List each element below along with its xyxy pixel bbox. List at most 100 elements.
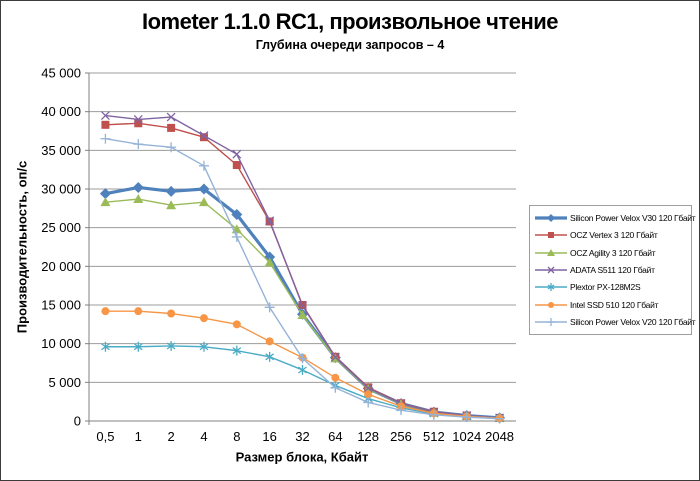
marker-circle [364, 390, 373, 399]
marker-x [265, 216, 275, 226]
axis-ticks [85, 72, 89, 422]
x-tick-label: 8 [233, 429, 240, 444]
marker-square [134, 119, 143, 128]
legend-sample-plus [535, 318, 567, 327]
x-tick-label: 128 [357, 429, 379, 444]
marker-x [133, 114, 143, 124]
marker-triangle [547, 248, 555, 256]
y-tick-label: 5 000 [48, 375, 81, 390]
marker-diamond [547, 213, 555, 222]
marker-asterisk [199, 341, 209, 352]
legend-item: OCZ Agility 3 120 Гбайт [535, 244, 691, 261]
marker-asterisk [166, 340, 176, 351]
x-tick-label: 2 [167, 429, 174, 444]
legend-item-label: Intel SSD 510 120 Гбайт [570, 299, 659, 310]
marker-plus [166, 142, 177, 153]
y-axis-title: Производительность, оп/с [14, 160, 30, 334]
marker-x [166, 112, 176, 122]
legend-item: Silicon Power Velox V30 120 Гбайт [535, 209, 696, 226]
marker-square [548, 232, 554, 239]
x-tick-label: 1 [135, 429, 142, 444]
marker-diamond [198, 183, 210, 195]
legend-box: Silicon Power Velox V30 120 Гбайт OCZ Ver… [529, 205, 696, 335]
marker-asterisk [265, 351, 275, 362]
marker-circle [548, 301, 554, 308]
x-tick-label: 1024 [452, 429, 481, 444]
legend-item-label: Silicon Power Velox V30 120 Гбайт [570, 212, 696, 223]
series-line [105, 138, 500, 420]
series-1 [101, 119, 504, 422]
series-6 [100, 133, 505, 424]
marker-plus [428, 409, 439, 420]
marker-plus [494, 413, 505, 424]
marker-circle [265, 337, 274, 346]
marker-x [199, 131, 209, 141]
marker-plus [396, 405, 407, 416]
legend-sample-x [535, 266, 567, 274]
x-tick-label: 16 [262, 429, 276, 444]
marker-plus [231, 231, 242, 242]
x-axis-title: Размер блока, Кбайт [235, 449, 369, 465]
legend-item-label: Silicon Power Velox V20 120 Гбайт [570, 317, 696, 328]
marker-circle [101, 307, 110, 316]
marker-x [547, 266, 555, 274]
legend-item-label: Plextor PX-128M2S [570, 282, 641, 293]
y-tick-label: 30 000 [41, 182, 81, 197]
x-tick-label: 256 [390, 429, 412, 444]
marker-circle [134, 307, 143, 316]
marker-triangle [100, 197, 111, 207]
series-5 [101, 307, 504, 423]
marker-triangle [264, 257, 275, 267]
marker-asterisk [298, 364, 307, 375]
legend-sample-circle [535, 301, 567, 308]
legend-item: Intel SSD 510 120 Гбайт [535, 296, 691, 313]
marker-asterisk [133, 341, 143, 352]
legend-item: Plextor PX-128M2S [535, 279, 691, 296]
marker-square [167, 123, 176, 132]
marker-triangle [166, 200, 177, 210]
chart-subtitle: Глубина очереди запросов – 4 [255, 38, 445, 52]
legend-item: Silicon Power Velox V20 120 Гбайт [535, 314, 696, 331]
x-tick-label: 4 [200, 429, 207, 444]
legend-sample-square [535, 232, 567, 239]
marker-diamond [99, 188, 111, 200]
marker-circle [331, 373, 340, 382]
marker-triangle [297, 310, 308, 320]
marker-x [298, 301, 307, 311]
legend-item-label: OCZ Vertex 3 120 Гбайт [570, 230, 658, 241]
marker-square [232, 161, 241, 170]
legend-item-label: ADATA S511 120 Гбайт [570, 264, 655, 275]
y-tick-label: 45 000 [41, 66, 81, 81]
marker-plus [363, 397, 374, 408]
marker-plus [264, 302, 275, 313]
marker-plus [297, 353, 308, 364]
y-tick-label: 20 000 [41, 259, 81, 274]
legend-item-label: OCZ Agility 3 120 Гбайт [570, 247, 656, 258]
marker-x [100, 111, 110, 120]
marker-circle [167, 309, 176, 318]
x-tick-labels: 0,5 1 2 4 8 16 32 64 128 256 512 1024 2048 [96, 429, 514, 444]
y-tick-label: 0 [74, 414, 81, 429]
y-tick-labels: 0 5 000 10 000 15 000 20 000 25 000 30 000 35 0… [41, 66, 81, 429]
marker-asterisk [547, 283, 555, 292]
marker-x [330, 352, 340, 362]
marker-asterisk [101, 341, 110, 352]
marker-plus [330, 382, 341, 393]
marker-triangle [133, 194, 144, 204]
gridlines [89, 72, 516, 383]
y-tick-label: 35 000 [41, 143, 81, 158]
x-tick-label: 2048 [485, 429, 514, 444]
series-line [105, 310, 500, 419]
marker-square [199, 133, 208, 142]
marker-diamond [132, 181, 144, 193]
marker-plus [461, 412, 472, 423]
marker-plus [198, 160, 209, 171]
y-tick-label: 40 000 [41, 104, 81, 119]
y-tick-label: 25 000 [41, 220, 81, 235]
legend-sample-diamond [535, 213, 567, 222]
x-tick-label: 512 [423, 429, 445, 444]
legend-sample-triangle [535, 248, 567, 256]
y-tick-label: 15 000 [41, 298, 81, 313]
marker-circle [199, 314, 208, 323]
